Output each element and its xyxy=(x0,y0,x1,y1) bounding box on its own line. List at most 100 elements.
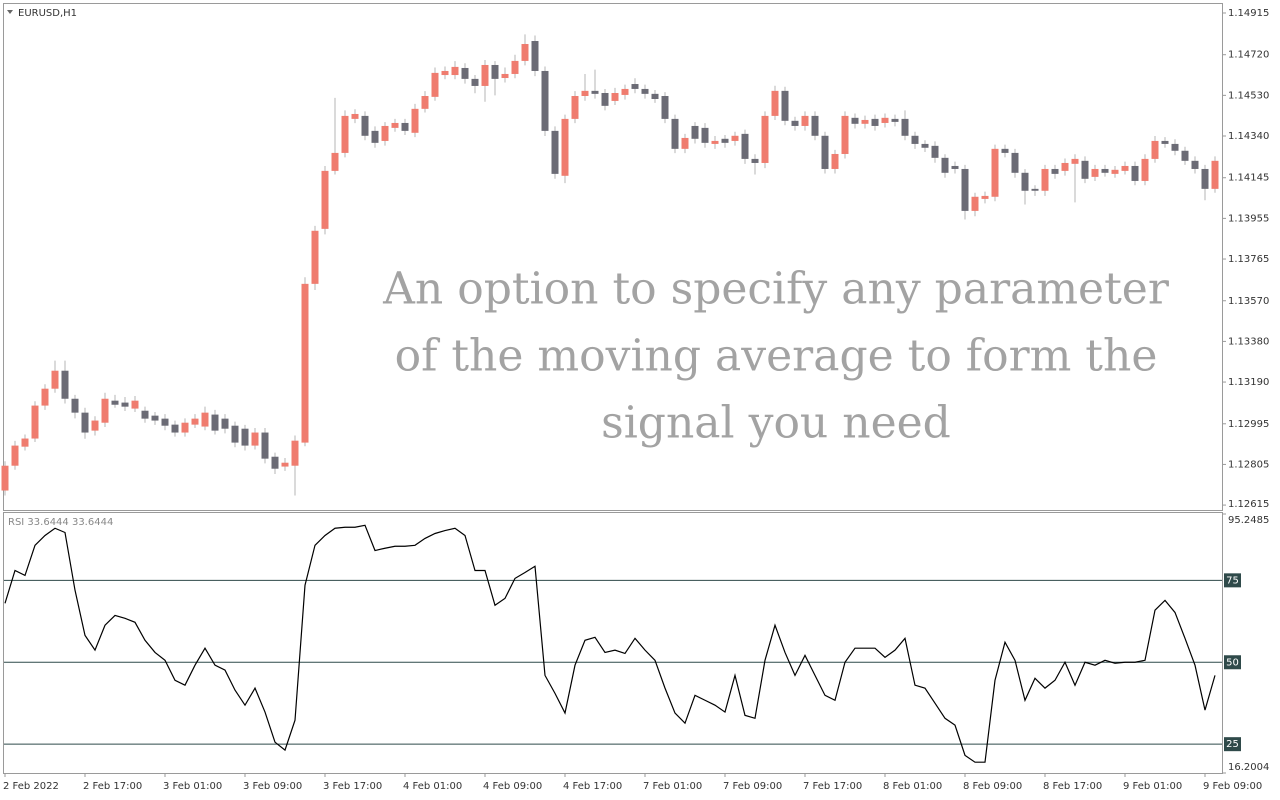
symbol-menu-icon[interactable] xyxy=(7,10,13,14)
y-tick-label: 16.2004 xyxy=(1228,762,1269,773)
candle-body xyxy=(251,432,259,446)
candle-body xyxy=(1061,162,1069,171)
annotation: of the moving average to form the xyxy=(395,331,1158,382)
candle-body xyxy=(1201,168,1209,189)
candle-body xyxy=(171,424,179,433)
candle-body xyxy=(581,90,589,96)
candle-body xyxy=(101,398,109,423)
candle-body xyxy=(621,88,629,95)
candle-body xyxy=(771,90,779,116)
candle-body xyxy=(781,90,789,121)
candle-body xyxy=(841,115,849,154)
candle-body xyxy=(331,152,339,171)
candle-body xyxy=(591,90,599,94)
candle-body xyxy=(721,138,729,143)
candle-body xyxy=(651,93,659,99)
candle-body xyxy=(821,135,829,169)
y-tick-label: 1.12995 xyxy=(1228,419,1269,430)
candle-body xyxy=(81,412,89,433)
x-tick-label: 9 Feb 09:00 xyxy=(1203,781,1262,792)
candle-body xyxy=(801,115,809,126)
candle-body xyxy=(491,64,499,79)
x-tick-label: 4 Feb 09:00 xyxy=(483,781,542,792)
candle-body xyxy=(201,412,209,427)
rsi-panel-frame xyxy=(3,512,1223,774)
candle-body xyxy=(1211,160,1219,189)
x-tick-label: 3 Feb 09:00 xyxy=(243,781,302,792)
candle-body xyxy=(521,44,529,61)
candle-body xyxy=(741,133,749,159)
candle-body xyxy=(531,41,539,71)
y-tick-label: 1.14145 xyxy=(1228,173,1269,184)
y-tick-label: 1.13765 xyxy=(1228,254,1269,265)
x-tick-label: 8 Feb 09:00 xyxy=(963,781,1022,792)
candle-body xyxy=(1181,150,1189,161)
candle-body xyxy=(461,67,469,79)
candle-body xyxy=(51,370,59,389)
candle-body xyxy=(121,402,129,407)
x-tick-label: 7 Feb 17:00 xyxy=(803,781,862,792)
candle-body xyxy=(941,157,949,173)
x-tick-label: 9 Feb 01:00 xyxy=(1123,781,1182,792)
candle-body xyxy=(661,96,669,119)
candle-body xyxy=(561,118,569,176)
candle-body xyxy=(1,465,9,491)
candle-body xyxy=(971,196,979,211)
candle-body xyxy=(1141,158,1149,181)
candle-body xyxy=(421,96,429,109)
y-tick-label: 1.14720 xyxy=(1228,50,1269,61)
candle-body xyxy=(951,165,959,169)
y-tick-label: 95.2485 xyxy=(1228,515,1269,526)
level-label-box xyxy=(1224,573,1241,588)
candle-body xyxy=(1191,160,1199,169)
candle-body xyxy=(371,130,379,143)
candle-body xyxy=(1151,140,1159,159)
candle-body xyxy=(1031,188,1039,191)
candle-body xyxy=(1121,165,1129,171)
candle-body xyxy=(41,388,49,406)
candle-body xyxy=(271,456,279,469)
candle-body xyxy=(541,70,549,131)
x-tick-label: 7 Feb 01:00 xyxy=(643,781,702,792)
candle-body xyxy=(511,60,519,74)
candle-body xyxy=(431,72,439,97)
candle-body xyxy=(141,410,149,419)
candle-body xyxy=(91,420,99,431)
candle-body xyxy=(401,122,409,131)
candle-body xyxy=(761,115,769,163)
candle-body xyxy=(351,113,359,119)
candle-body xyxy=(211,414,219,431)
rsi-line xyxy=(4,524,1216,763)
candle-body xyxy=(61,370,69,399)
chart-title: EURUSD,H1 xyxy=(18,8,77,19)
candle-body xyxy=(901,118,909,136)
candle-body xyxy=(551,130,559,174)
x-tick-label: 7 Feb 09:00 xyxy=(723,781,782,792)
y-tick-label: 1.12805 xyxy=(1228,459,1269,470)
candle-body xyxy=(181,422,189,433)
candle-body xyxy=(961,168,969,211)
rsi-title: RSI 33.6444 33.6444 xyxy=(8,517,113,528)
candle-body xyxy=(161,418,169,426)
candle-body xyxy=(911,135,919,144)
candle-body xyxy=(291,440,299,466)
candle-body xyxy=(861,119,869,124)
candle-body xyxy=(1051,168,1059,174)
x-tick-label: 4 Feb 01:00 xyxy=(403,781,462,792)
candle-body xyxy=(411,108,419,133)
candle-body xyxy=(301,283,309,443)
candle-body xyxy=(11,445,19,466)
annotation: signal you need xyxy=(601,398,951,449)
price-panel-frame xyxy=(3,3,1223,511)
candle-body xyxy=(1081,160,1089,179)
candle-body xyxy=(311,230,319,284)
candle-body xyxy=(701,127,709,143)
candle-body xyxy=(131,400,139,409)
candle-body xyxy=(931,145,939,158)
x-tick-label: 3 Feb 01:00 xyxy=(163,781,222,792)
candle-body xyxy=(871,118,879,126)
candle-body xyxy=(671,118,679,149)
y-tick-label: 1.14340 xyxy=(1228,131,1269,142)
level-label: 75 xyxy=(1226,575,1239,586)
candle-body xyxy=(691,125,699,139)
